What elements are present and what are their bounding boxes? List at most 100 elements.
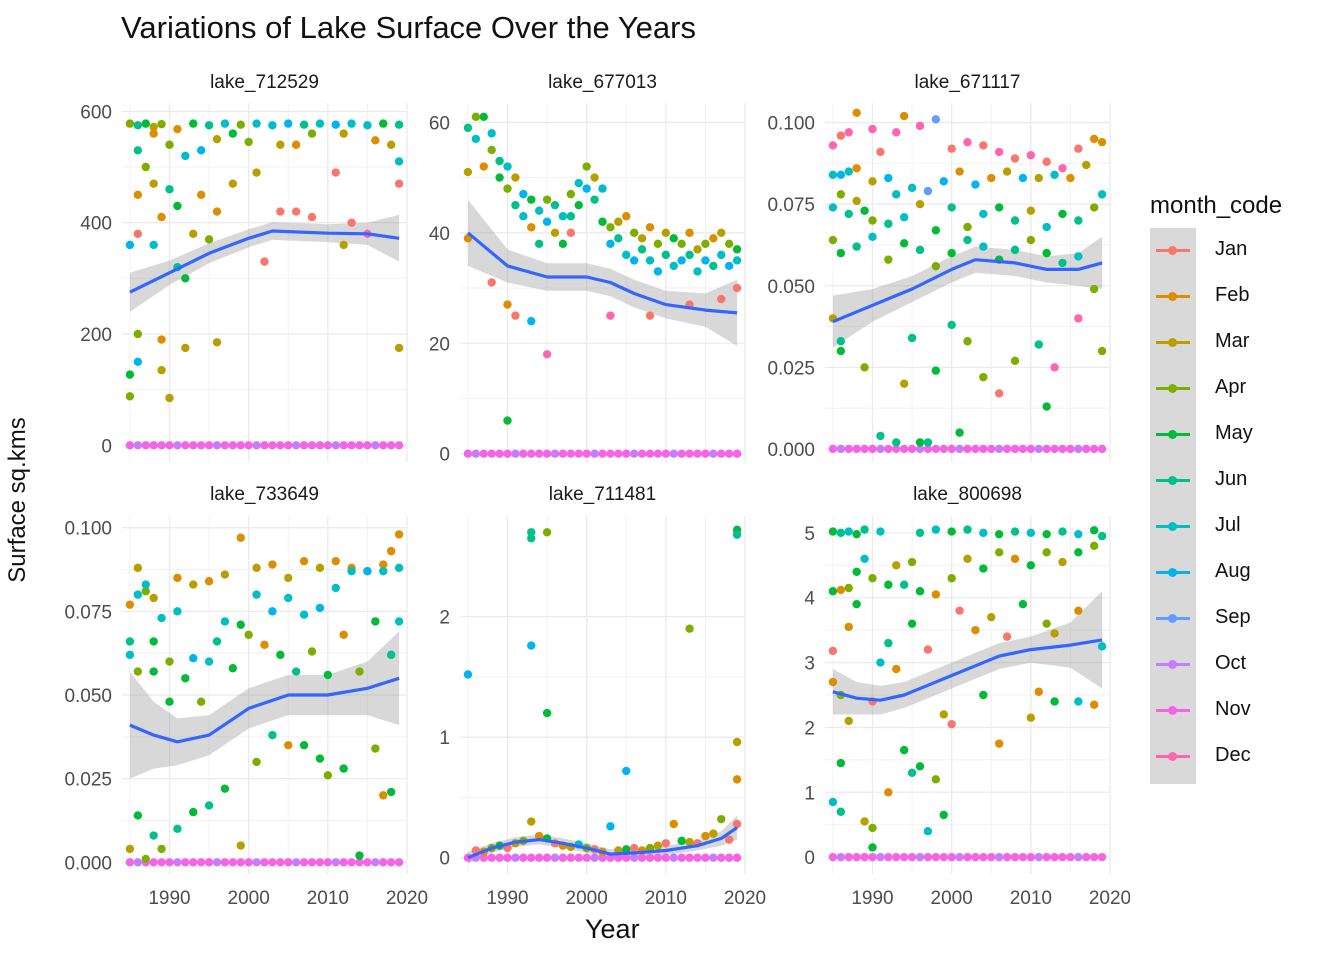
data-point xyxy=(1042,402,1051,411)
data-point xyxy=(331,858,340,867)
y-tick-label: 0.000 xyxy=(64,853,112,874)
legend-label: Jun xyxy=(1215,468,1248,490)
legend-dot-swatch xyxy=(1168,430,1177,439)
data-point xyxy=(724,835,734,844)
data-point xyxy=(542,217,552,226)
data-point xyxy=(987,852,996,862)
data-point xyxy=(133,590,143,599)
data-point xyxy=(307,647,317,656)
data-point xyxy=(394,441,404,450)
data-point xyxy=(339,441,348,450)
data-point xyxy=(196,146,206,155)
facet-panel-lake_800698: lake_800698 0 1 2 3 4 5 1990 2000 2010 2020 xyxy=(804,484,1130,909)
data-point xyxy=(915,444,925,454)
data-point xyxy=(149,667,158,676)
data-point xyxy=(971,180,980,189)
data-point xyxy=(244,441,253,450)
data-point xyxy=(542,853,552,862)
data-point xyxy=(133,858,143,867)
data-point xyxy=(471,449,481,458)
data-point xyxy=(836,528,846,538)
data-point xyxy=(558,212,568,221)
data-point xyxy=(149,441,158,450)
data-point xyxy=(876,658,885,667)
x-tick-label: 1990 xyxy=(851,888,893,909)
data-point xyxy=(347,119,356,128)
data-point xyxy=(971,444,980,454)
data-point xyxy=(677,836,686,846)
y-tick-label: 600 xyxy=(80,102,112,123)
data-point xyxy=(149,179,158,188)
data-point xyxy=(212,441,222,450)
data-point xyxy=(558,239,568,249)
data-point xyxy=(276,207,285,216)
data-point xyxy=(307,129,317,138)
legend-label: Nov xyxy=(1215,698,1251,720)
data-point xyxy=(252,563,261,573)
data-point xyxy=(236,441,245,450)
data-point xyxy=(971,625,980,635)
data-point xyxy=(828,587,838,596)
y-tick-label: 0.000 xyxy=(767,440,815,461)
data-point xyxy=(899,852,909,862)
data-point xyxy=(868,444,877,454)
data-point xyxy=(284,119,293,128)
data-point xyxy=(661,250,671,260)
data-point xyxy=(1058,852,1067,862)
data-point xyxy=(653,841,663,850)
data-point xyxy=(1002,852,1012,862)
data-point xyxy=(173,124,182,134)
data-point xyxy=(1074,606,1083,615)
y-tick-label: 0.100 xyxy=(64,519,112,540)
legend: month_code Jan Feb Mar Apr May Jun Jul Aug Sep Oc… xyxy=(1150,192,1340,784)
data-point xyxy=(899,444,909,454)
data-point xyxy=(931,775,941,784)
data-point xyxy=(299,441,309,450)
y-tick-label: 0.025 xyxy=(64,770,112,791)
data-point xyxy=(947,574,956,583)
data-point xyxy=(860,363,869,372)
data-point xyxy=(1074,529,1083,539)
data-point xyxy=(717,853,726,862)
data-point xyxy=(1089,444,1099,454)
data-point xyxy=(181,674,190,683)
data-point xyxy=(1050,852,1059,862)
data-point xyxy=(1026,206,1036,215)
data-point xyxy=(987,173,996,183)
data-point xyxy=(1097,137,1107,147)
data-point xyxy=(133,441,143,450)
data-point xyxy=(479,853,488,862)
data-point xyxy=(1026,235,1036,245)
legend-item-feb: Feb xyxy=(1150,274,1340,320)
data-point xyxy=(212,338,222,347)
data-point xyxy=(693,267,702,276)
data-point xyxy=(157,212,166,222)
data-point xyxy=(165,441,174,450)
data-point xyxy=(645,223,655,232)
data-point xyxy=(463,123,473,133)
legend-dot-swatch xyxy=(1168,246,1177,255)
data-point xyxy=(622,853,631,862)
data-point xyxy=(717,294,726,304)
data-point xyxy=(363,858,372,867)
data-point xyxy=(923,852,933,862)
data-point xyxy=(268,607,277,616)
data-point xyxy=(181,151,190,161)
data-point xyxy=(503,853,512,862)
data-point xyxy=(527,449,536,458)
data-point xyxy=(947,203,956,212)
data-point xyxy=(939,177,948,186)
data-point xyxy=(860,525,869,534)
data-point xyxy=(379,441,388,450)
data-point xyxy=(994,548,1004,557)
y-tick-label: 1 xyxy=(804,783,815,804)
data-point xyxy=(220,441,230,450)
data-point xyxy=(582,449,591,458)
data-point xyxy=(196,190,206,200)
data-point xyxy=(220,617,230,626)
data-point xyxy=(876,147,885,157)
data-point xyxy=(1097,642,1107,651)
data-point xyxy=(173,573,182,583)
data-point xyxy=(892,664,901,674)
data-point xyxy=(987,612,996,622)
